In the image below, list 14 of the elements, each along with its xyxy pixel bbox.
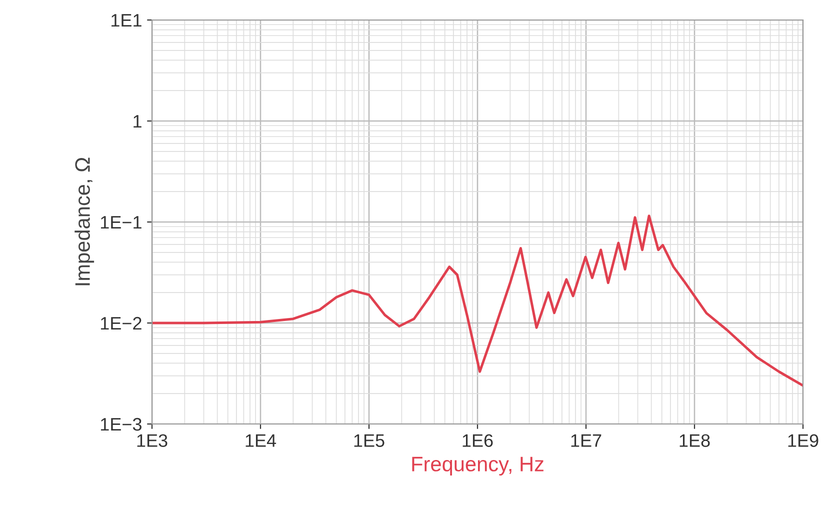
y-tick-label: 1E−1 bbox=[100, 216, 142, 229]
x-tick-label: 1E3 bbox=[137, 434, 168, 447]
x-tick-label: 1E5 bbox=[354, 434, 384, 447]
x-tick-label: 1E8 bbox=[680, 434, 710, 447]
x-tick-label: 1E9 bbox=[788, 434, 818, 447]
y-axis-title: Impedance, Ω bbox=[74, 158, 94, 286]
x-tick-label: 1E7 bbox=[571, 434, 602, 447]
y-tick-label: 1E−3 bbox=[100, 418, 142, 431]
x-tick-label: 1E6 bbox=[462, 434, 493, 447]
y-tick-label: 1E1 bbox=[112, 14, 142, 27]
y-tick-label: 1 bbox=[134, 115, 142, 128]
y-tick-label: 1E−2 bbox=[100, 316, 142, 330]
x-tick-label: 1E4 bbox=[246, 434, 276, 447]
x-axis-title: Frequency, Hz bbox=[412, 456, 544, 476]
